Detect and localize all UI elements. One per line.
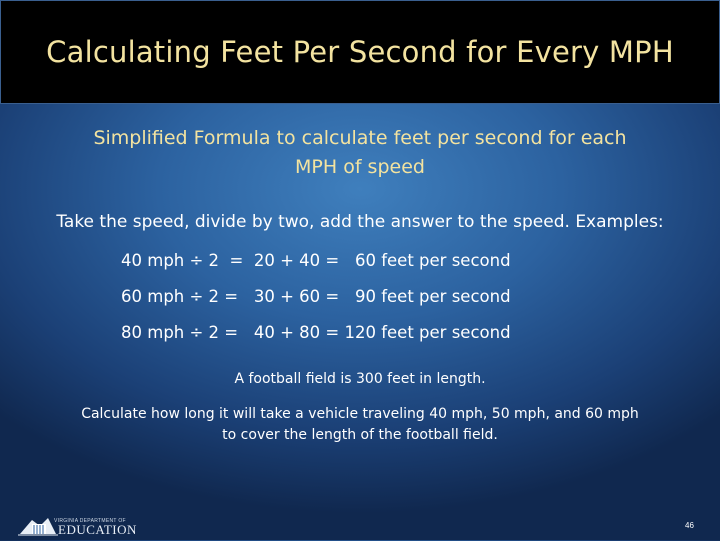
example-row: 60 mph ÷ 2 = 30 + 60 = 90 feet per secon… — [121, 287, 511, 306]
example-row: 40 mph ÷ 2 = 20 + 40 = 60 feet per secon… — [121, 251, 511, 270]
capitol-icon — [18, 518, 58, 536]
slide-subtitle: Simplified Formula to calculate feet per… — [93, 127, 627, 178]
task-text: Calculate how long it will take a vehicl… — [81, 406, 639, 443]
education-logo: VIRGINIA DEPARTMENT OF EDUCATION — [18, 512, 137, 537]
logo-state-text: VIRGINIA DEPARTMENT OF — [54, 518, 126, 524]
example-row: 80 mph ÷ 2 = 40 + 80 = 120 feet per seco… — [121, 323, 511, 342]
page-number: 46 — [685, 521, 694, 530]
title-bar: Calculating Feet Per Second for Every MP… — [0, 0, 720, 104]
examples-list: 40 mph ÷ 2 = 20 + 40 = 60 feet per secon… — [121, 250, 511, 358]
slide-title: Calculating Feet Per Second for Every MP… — [46, 35, 674, 69]
intro-text: Take the speed, divide by two, add the a… — [56, 212, 664, 232]
football-note: A football field is 300 feet in length. — [234, 371, 486, 387]
logo-org-text: EDUCATION — [58, 522, 137, 537]
